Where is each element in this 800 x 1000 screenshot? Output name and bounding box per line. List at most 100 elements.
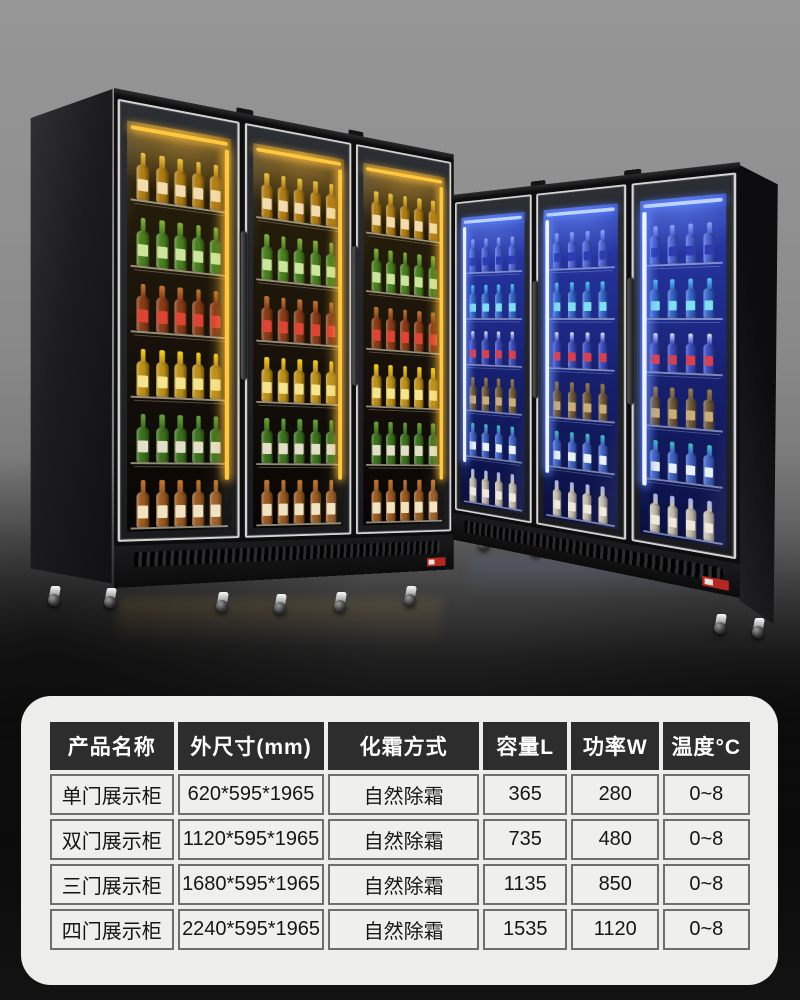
bottle xyxy=(310,370,321,404)
bottle xyxy=(650,235,661,265)
bottle xyxy=(400,376,410,408)
cooler-door xyxy=(240,122,352,538)
bottle xyxy=(155,166,169,204)
bottle xyxy=(567,341,577,369)
bottle-shelf xyxy=(255,464,342,527)
cell-product-name: 四门展示柜 xyxy=(49,909,174,950)
bottle xyxy=(174,491,187,527)
bottle xyxy=(469,384,477,411)
cooler-door xyxy=(532,184,626,540)
cell-product-name: 三门展示柜 xyxy=(49,864,174,905)
bottle xyxy=(685,233,696,264)
cell-defrost: 自然除霜 xyxy=(328,909,480,950)
bottle xyxy=(261,306,273,341)
cooler-warm-wrap xyxy=(114,88,456,588)
bottle-shelf xyxy=(546,417,615,476)
bottle xyxy=(495,245,503,272)
bottle xyxy=(155,361,169,398)
bottle xyxy=(371,432,382,464)
bottle-shelf xyxy=(130,463,228,530)
bottle xyxy=(210,301,222,338)
bottle-shelf xyxy=(366,175,443,245)
bottle xyxy=(210,491,222,526)
bottle-shelf xyxy=(366,465,443,524)
bottle xyxy=(414,489,424,521)
bottle-shelf xyxy=(366,233,443,300)
bottle xyxy=(277,308,289,343)
bottle xyxy=(567,390,577,419)
bottle xyxy=(294,249,306,284)
bottle xyxy=(598,238,608,267)
cell-power: 480 xyxy=(571,819,660,860)
cell-product-name: 双门展示柜 xyxy=(49,819,174,860)
bottle xyxy=(667,396,678,427)
bottle-shelf xyxy=(463,223,523,275)
table-row-triple-door: 三门展示柜 1680*595*1965 自然除霜 1135 850 0~8 xyxy=(49,864,750,905)
bottle xyxy=(650,502,661,533)
bottle-shelf xyxy=(642,372,723,433)
bottle xyxy=(325,312,337,346)
door-handle xyxy=(352,245,359,386)
cooler-cool-wrap xyxy=(450,162,740,598)
bottle xyxy=(192,363,205,400)
bottle-shelf xyxy=(546,268,615,320)
bottle xyxy=(495,292,503,319)
bottle xyxy=(414,208,424,241)
door-interior xyxy=(252,143,345,529)
bottle xyxy=(552,389,562,418)
bottle xyxy=(325,431,337,464)
cooler-door xyxy=(455,194,532,524)
caster-wheel xyxy=(334,592,348,614)
cell-temperature: 0~8 xyxy=(663,909,750,950)
bottle xyxy=(582,290,592,319)
bottle xyxy=(667,342,678,373)
bottle xyxy=(277,490,289,524)
bottle-shelf xyxy=(366,407,443,466)
cooler-door xyxy=(626,172,737,560)
bottle-shelf xyxy=(130,200,228,277)
bottle-shelf xyxy=(463,456,523,512)
col-header-dimensions: 外尺寸(mm) xyxy=(177,722,325,770)
bottle xyxy=(703,287,715,319)
bottle xyxy=(294,490,306,524)
bottle xyxy=(310,251,321,285)
bottle xyxy=(371,374,382,407)
bottle xyxy=(582,442,592,471)
bottle-shelf xyxy=(463,319,523,368)
bottle xyxy=(294,370,306,404)
bottle xyxy=(685,452,696,484)
bottle xyxy=(371,316,382,349)
door-handle xyxy=(240,231,247,380)
cell-product-name: 单门展示柜 xyxy=(49,774,174,815)
led-strip-side xyxy=(463,226,467,463)
bottle xyxy=(385,203,396,237)
cell-temperature: 0~8 xyxy=(663,774,750,815)
bottle xyxy=(277,429,289,464)
bottle xyxy=(155,491,169,527)
bottle xyxy=(294,309,306,344)
bottle xyxy=(428,266,438,298)
bottle-shelf xyxy=(463,410,523,464)
bottle xyxy=(495,386,503,413)
bottle xyxy=(703,231,715,263)
bottle xyxy=(508,292,517,319)
bottle-shelf xyxy=(463,365,523,416)
caster-wheel xyxy=(714,614,728,636)
bottle xyxy=(261,368,273,402)
cell-dimensions: 1120*595*1965 xyxy=(177,819,325,860)
bottle xyxy=(371,259,382,292)
bottle xyxy=(385,318,396,350)
bottle xyxy=(192,172,205,210)
bottle xyxy=(400,262,410,295)
cell-defrost: 自然除霜 xyxy=(328,864,480,905)
cell-capacity: 1535 xyxy=(483,909,568,950)
bottle xyxy=(667,504,678,536)
bottle xyxy=(667,450,678,482)
caster-wheel xyxy=(104,588,118,610)
cell-capacity: 365 xyxy=(483,774,568,815)
bottle-shelf xyxy=(366,291,443,356)
brand-badge xyxy=(702,575,730,591)
cell-dimensions: 2240*595*1965 xyxy=(177,909,325,950)
bottle xyxy=(371,201,382,234)
bottle xyxy=(703,399,715,430)
